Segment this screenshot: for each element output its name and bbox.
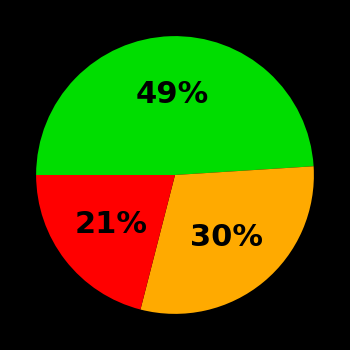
- Text: 21%: 21%: [75, 210, 148, 239]
- Text: 49%: 49%: [136, 80, 209, 109]
- Wedge shape: [140, 166, 314, 314]
- Wedge shape: [36, 175, 175, 309]
- Text: 30%: 30%: [190, 223, 263, 252]
- Wedge shape: [36, 36, 314, 175]
